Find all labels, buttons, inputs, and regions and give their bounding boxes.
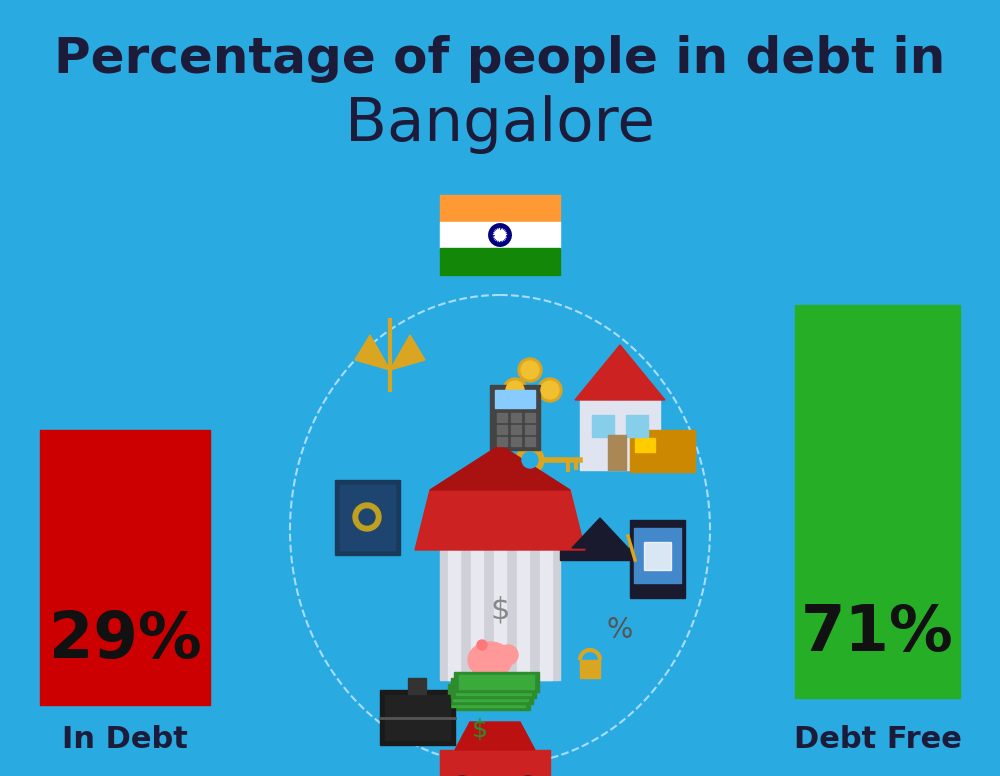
- Bar: [440, 195, 560, 222]
- Text: In Debt: In Debt: [62, 726, 188, 754]
- Bar: [448, 684, 533, 704]
- Bar: [440, 750, 550, 776]
- Bar: [635, 438, 655, 452]
- Bar: [454, 672, 539, 692]
- Circle shape: [477, 640, 487, 650]
- Bar: [445, 690, 530, 710]
- Bar: [385, 695, 450, 740]
- Polygon shape: [575, 345, 665, 400]
- Bar: [380, 690, 455, 745]
- Ellipse shape: [295, 300, 705, 760]
- Bar: [459, 675, 534, 689]
- Bar: [634, 528, 681, 583]
- Bar: [335, 480, 400, 555]
- Bar: [795, 305, 960, 698]
- Bar: [450, 693, 525, 707]
- Circle shape: [541, 381, 559, 399]
- Circle shape: [359, 509, 375, 525]
- Circle shape: [538, 378, 562, 402]
- Bar: [511, 425, 521, 434]
- Bar: [440, 222, 560, 248]
- Polygon shape: [560, 548, 640, 560]
- Bar: [592, 415, 614, 437]
- Circle shape: [521, 361, 539, 379]
- Text: $: $: [490, 595, 510, 625]
- Text: 71%: 71%: [801, 602, 954, 664]
- Polygon shape: [572, 518, 628, 548]
- Circle shape: [522, 452, 538, 468]
- Circle shape: [516, 446, 544, 474]
- Bar: [40, 430, 210, 705]
- Bar: [495, 390, 535, 408]
- Bar: [340, 485, 395, 550]
- Polygon shape: [430, 445, 570, 490]
- Bar: [453, 687, 528, 701]
- Bar: [497, 425, 507, 434]
- Circle shape: [353, 503, 381, 531]
- Bar: [497, 413, 507, 422]
- Polygon shape: [390, 335, 425, 370]
- Bar: [448, 550, 460, 680]
- Circle shape: [518, 358, 542, 382]
- Bar: [451, 678, 536, 698]
- Text: $: $: [472, 718, 488, 742]
- Polygon shape: [355, 335, 390, 370]
- Bar: [456, 681, 531, 695]
- Circle shape: [506, 381, 524, 399]
- Bar: [580, 660, 600, 678]
- Bar: [440, 248, 560, 275]
- Bar: [608, 435, 626, 470]
- Bar: [525, 425, 535, 434]
- Bar: [630, 430, 695, 472]
- Ellipse shape: [468, 642, 512, 678]
- Text: Bangalore: Bangalore: [345, 95, 655, 154]
- Text: %: %: [607, 616, 633, 644]
- Bar: [494, 550, 506, 680]
- Text: 29%: 29%: [49, 609, 201, 671]
- Bar: [626, 415, 648, 437]
- Circle shape: [494, 228, 506, 241]
- Polygon shape: [415, 490, 585, 550]
- Text: Debt Free: Debt Free: [794, 726, 961, 754]
- Circle shape: [503, 378, 527, 402]
- Bar: [630, 520, 685, 598]
- Circle shape: [498, 645, 518, 665]
- Polygon shape: [455, 722, 535, 750]
- Bar: [511, 437, 521, 446]
- Bar: [517, 550, 529, 680]
- Bar: [644, 542, 671, 570]
- Bar: [511, 413, 521, 422]
- Circle shape: [489, 223, 511, 246]
- Bar: [580, 400, 660, 470]
- Bar: [471, 550, 483, 680]
- Bar: [440, 550, 560, 680]
- Bar: [525, 437, 535, 446]
- Bar: [540, 550, 552, 680]
- Bar: [490, 385, 540, 450]
- Bar: [525, 413, 535, 422]
- Text: Percentage of people in debt in: Percentage of people in debt in: [54, 35, 946, 83]
- Bar: [408, 678, 426, 694]
- Bar: [497, 437, 507, 446]
